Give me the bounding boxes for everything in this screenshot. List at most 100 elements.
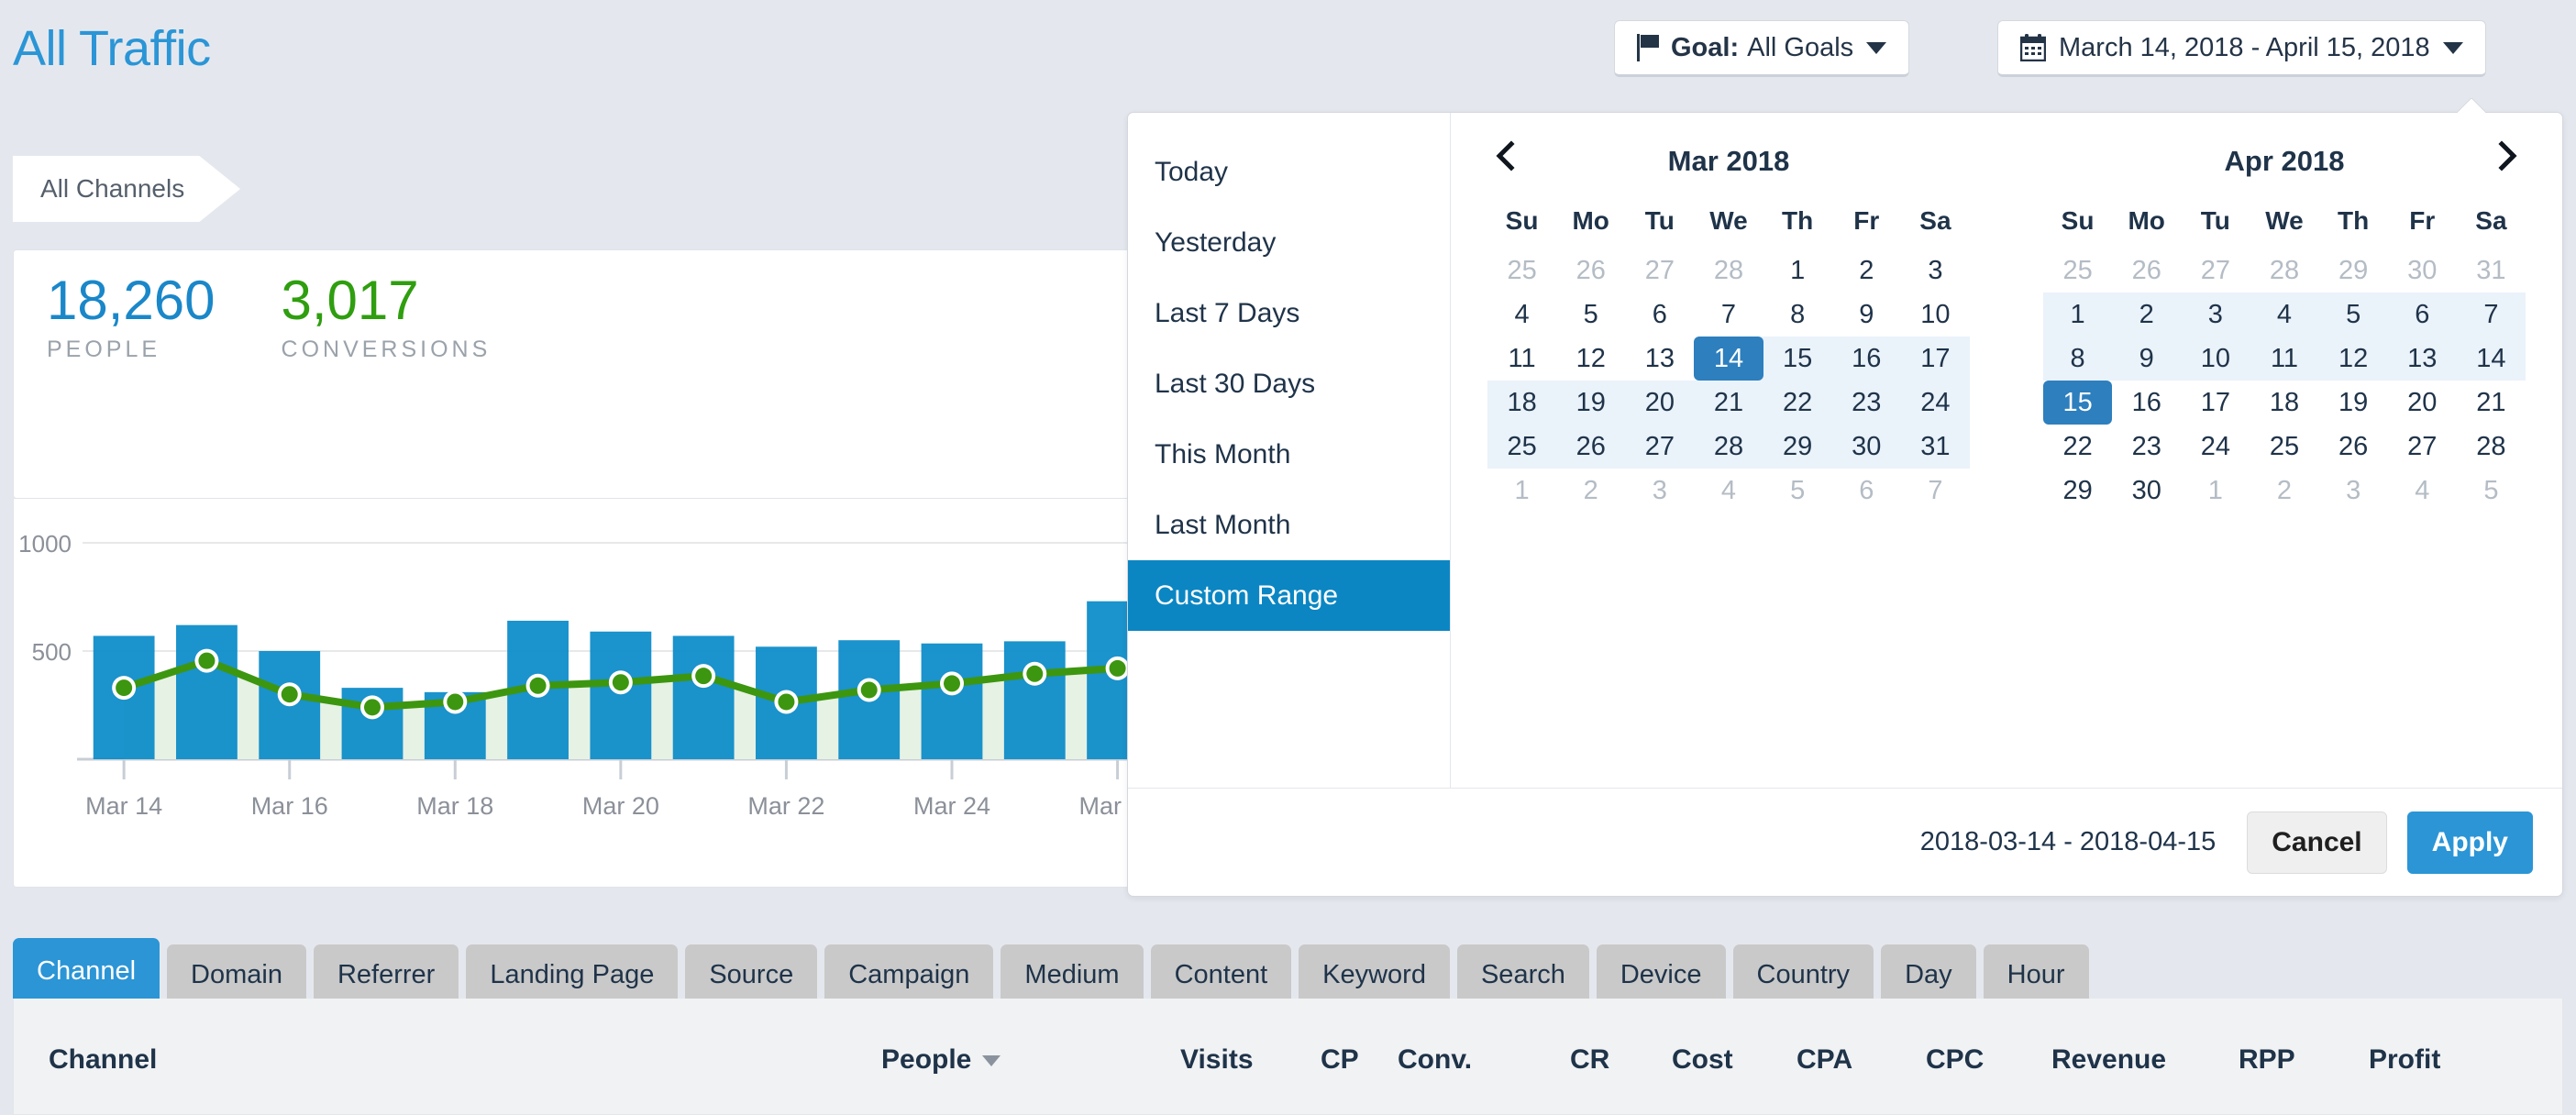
column-header-cpa[interactable]: CPA [1797, 1044, 1852, 1076]
calendar-day-cell[interactable]: 10 [1901, 293, 1970, 337]
calendar-day-cell[interactable]: 25 [2043, 248, 2112, 293]
calendar-day-cell[interactable]: 19 [2319, 381, 2388, 425]
calendar-day-cell[interactable]: 5 [1556, 293, 1625, 337]
calendar-day-cell[interactable]: 4 [2250, 293, 2319, 337]
calendar-day-cell[interactable]: 31 [1900, 425, 1970, 469]
calendar-day-cell[interactable]: 1 [1487, 469, 1556, 513]
calendar-day-cell[interactable]: 4 [2388, 469, 2457, 513]
calendar-day-cell[interactable]: 29 [2319, 248, 2388, 293]
calendar-day-cell[interactable]: 6 [1625, 293, 1694, 337]
calendar-day-cell[interactable]: 28 [1694, 248, 1763, 293]
calendar-day-cell[interactable]: 3 [2319, 469, 2388, 513]
calendar-day-cell[interactable]: 5 [2457, 469, 2526, 513]
goal-filter-button[interactable]: Goal: All Goals [1614, 20, 1910, 77]
calendar-day-cell[interactable]: 10 [2181, 337, 2250, 381]
calendar-day-cell[interactable]: 17 [1900, 337, 1970, 381]
apply-button[interactable]: Apply [2406, 811, 2533, 874]
range-preset-last-7-days[interactable]: Last 7 Days [1128, 278, 1450, 348]
calendar-day-cell[interactable]: 2 [2112, 293, 2182, 337]
column-header-channel[interactable]: Channel [49, 1044, 157, 1076]
calendar-day-cell[interactable]: 11 [2250, 337, 2319, 381]
calendar-day-cell[interactable]: 6 [1832, 469, 1901, 513]
calendar-day-cell[interactable]: 2 [1832, 248, 1901, 293]
calendar-day-cell[interactable]: 30 [2388, 248, 2457, 293]
tab-source[interactable]: Source [685, 944, 818, 1005]
tab-campaign[interactable]: Campaign [824, 944, 994, 1005]
calendar-day-cell[interactable]: 24 [1900, 381, 1970, 425]
tab-day[interactable]: Day [1881, 944, 1976, 1005]
calendar-day-cell[interactable]: 1 [2181, 469, 2250, 513]
date-range-button[interactable]: March 14, 2018 - April 15, 2018 [1997, 20, 2486, 77]
calendar-day-cell[interactable]: 30 [2112, 469, 2181, 513]
calendar-day-cell[interactable]: 20 [2388, 381, 2457, 425]
calendar-day-cell[interactable]: 14 [2456, 337, 2526, 381]
calendar-day-cell[interactable]: 30 [1831, 425, 1901, 469]
calendar-day-cell[interactable]: 16 [2112, 381, 2181, 425]
calendar-day-cell[interactable]: 14 [1694, 337, 1763, 381]
prev-month-icon[interactable] [1487, 140, 1524, 181]
column-header-revenue[interactable]: Revenue [2051, 1044, 2166, 1076]
calendar-day-cell[interactable]: 26 [2319, 425, 2388, 469]
calendar-day-cell[interactable]: 3 [2181, 293, 2250, 337]
cancel-button[interactable]: Cancel [2247, 811, 2387, 874]
calendar-day-cell[interactable]: 20 [1625, 381, 1695, 425]
calendar-day-cell[interactable]: 9 [1832, 293, 1901, 337]
calendar-day-cell[interactable]: 29 [1763, 425, 1832, 469]
calendar-day-cell[interactable]: 28 [1694, 425, 1763, 469]
calendar-day-cell[interactable]: 28 [2250, 248, 2318, 293]
tab-device[interactable]: Device [1596, 944, 1726, 1005]
calendar-day-cell[interactable]: 27 [1625, 248, 1694, 293]
calendar-day-cell[interactable]: 12 [1556, 337, 1625, 381]
range-preset-custom-range[interactable]: Custom Range [1128, 560, 1450, 631]
calendar-day-cell[interactable]: 5 [1763, 469, 1832, 513]
column-header-cost[interactable]: Cost [1672, 1044, 1733, 1076]
column-header-conv[interactable]: Conv. [1398, 1044, 1472, 1076]
tab-medium[interactable]: Medium [1001, 944, 1144, 1005]
calendar-day-cell[interactable]: 1 [2043, 293, 2113, 337]
calendar-day-cell[interactable]: 12 [2318, 337, 2388, 381]
calendar-day-cell[interactable]: 8 [2043, 337, 2113, 381]
tab-content[interactable]: Content [1150, 944, 1292, 1005]
calendar-day-cell[interactable]: 23 [1831, 381, 1901, 425]
calendar-day-cell[interactable]: 5 [2318, 293, 2388, 337]
calendar-day-cell[interactable]: 11 [1487, 337, 1556, 381]
calendar-day-cell[interactable]: 24 [2181, 425, 2250, 469]
tab-hour[interactable]: Hour [1983, 944, 2089, 1005]
range-preset-last-30-days[interactable]: Last 30 Days [1128, 348, 1450, 419]
column-header-profit[interactable]: Profit [2369, 1044, 2440, 1076]
calendar-day-cell[interactable]: 13 [2387, 337, 2457, 381]
calendar-day-cell[interactable]: 7 [2456, 293, 2526, 337]
calendar-day-cell[interactable]: 25 [1487, 425, 1557, 469]
range-preset-this-month[interactable]: This Month [1128, 419, 1450, 490]
range-preset-last-month[interactable]: Last Month [1128, 490, 1450, 560]
calendar-day-cell[interactable]: 22 [1763, 381, 1832, 425]
calendar-day-cell[interactable]: 27 [2181, 248, 2250, 293]
range-preset-today[interactable]: Today [1128, 137, 1450, 207]
calendar-day-cell[interactable]: 18 [1487, 381, 1557, 425]
calendar-day-cell[interactable]: 3 [1625, 469, 1694, 513]
calendar-day-cell[interactable]: 26 [1556, 248, 1625, 293]
column-header-cr[interactable]: CR [1570, 1044, 1609, 1076]
calendar-day-cell[interactable]: 2 [2250, 469, 2318, 513]
tab-channel[interactable]: Channel [13, 938, 160, 1005]
column-header-visits[interactable]: Visits [1180, 1044, 1254, 1076]
tab-keyword[interactable]: Keyword [1299, 944, 1450, 1005]
calendar-day-cell[interactable]: 19 [1556, 381, 1626, 425]
tab-landing-page[interactable]: Landing Page [466, 944, 679, 1005]
calendar-day-cell[interactable]: 17 [2181, 381, 2250, 425]
calendar-day-cell[interactable]: 9 [2112, 337, 2182, 381]
calendar-day-cell[interactable]: 1 [1763, 248, 1832, 293]
column-header-cp[interactable]: CP [1321, 1044, 1359, 1076]
calendar-day-cell[interactable]: 21 [1694, 381, 1763, 425]
calendar-day-cell[interactable]: 29 [2043, 469, 2112, 513]
calendar-day-cell[interactable]: 4 [1487, 293, 1556, 337]
calendar-day-cell[interactable]: 4 [1694, 469, 1763, 513]
calendar-day-cell[interactable]: 7 [1694, 293, 1763, 337]
column-header-cpc[interactable]: CPC [1926, 1044, 1984, 1076]
calendar-day-cell[interactable]: 22 [2043, 425, 2112, 469]
calendar-day-cell[interactable]: 16 [1831, 337, 1901, 381]
calendar-day-cell[interactable]: 3 [1901, 248, 1970, 293]
calendar-day-cell[interactable]: 15 [1763, 337, 1832, 381]
range-preset-yesterday[interactable]: Yesterday [1128, 207, 1450, 278]
calendar-day-cell[interactable]: 27 [1625, 425, 1695, 469]
